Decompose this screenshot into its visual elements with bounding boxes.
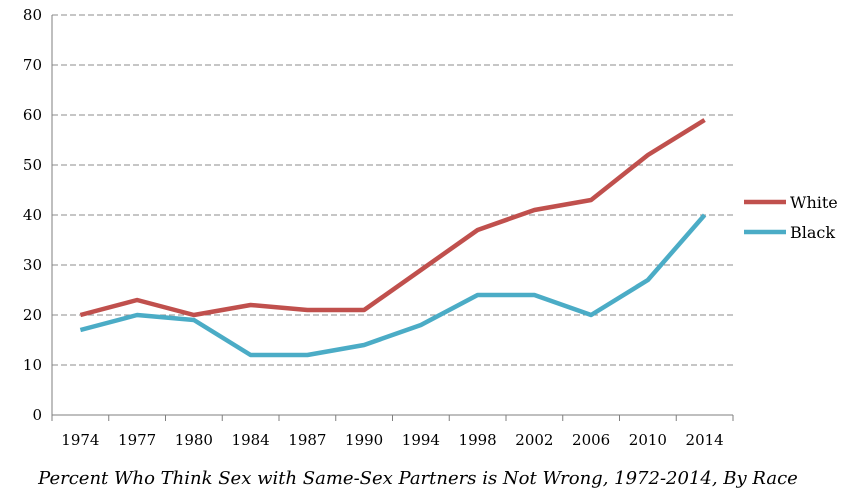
legend-label-white: White (790, 193, 838, 212)
y-tick-label: 20 (23, 306, 42, 324)
chart-title: Percent Who Think Sex with Same-Sex Part… (37, 468, 798, 489)
gridlines (52, 14, 733, 366)
x-tick-label: 1974 (61, 431, 99, 449)
series-line-black (79, 213, 707, 358)
y-tick-label: 70 (23, 56, 42, 74)
x-tick-label: 2006 (572, 431, 610, 449)
series-lines (79, 118, 707, 358)
x-axis-ticks: 1974 1977 1980 1984 1987 1990 1994 1998 2002 2006… (51, 415, 734, 449)
x-tick-label: 2014 (686, 431, 724, 449)
x-tick-label: 1998 (459, 431, 497, 449)
y-tick-label: 30 (23, 256, 42, 274)
y-tick-label: 40 (23, 206, 42, 224)
x-tick-label: 1994 (402, 431, 440, 449)
x-tick-label: 1977 (118, 431, 156, 449)
y-tick-label: 0 (32, 406, 42, 424)
y-axis-ticks: 0 10 20 30 40 50 60 70 80 (23, 6, 42, 424)
legend: White Black (744, 193, 838, 242)
y-tick-label: 10 (23, 356, 42, 374)
x-tick-label: 2010 (629, 431, 667, 449)
x-tick-label: 1984 (232, 431, 270, 449)
series-line-white (79, 118, 706, 318)
y-tick-label: 50 (23, 156, 42, 174)
x-tick-label: 1990 (345, 431, 383, 449)
x-tick-label: 2002 (515, 431, 553, 449)
x-tick-label: 1987 (288, 431, 326, 449)
y-tick-label: 80 (23, 6, 42, 24)
x-tick-label: 1980 (175, 431, 213, 449)
legend-label-black: Black (790, 223, 835, 242)
y-tick-label: 60 (23, 106, 42, 124)
